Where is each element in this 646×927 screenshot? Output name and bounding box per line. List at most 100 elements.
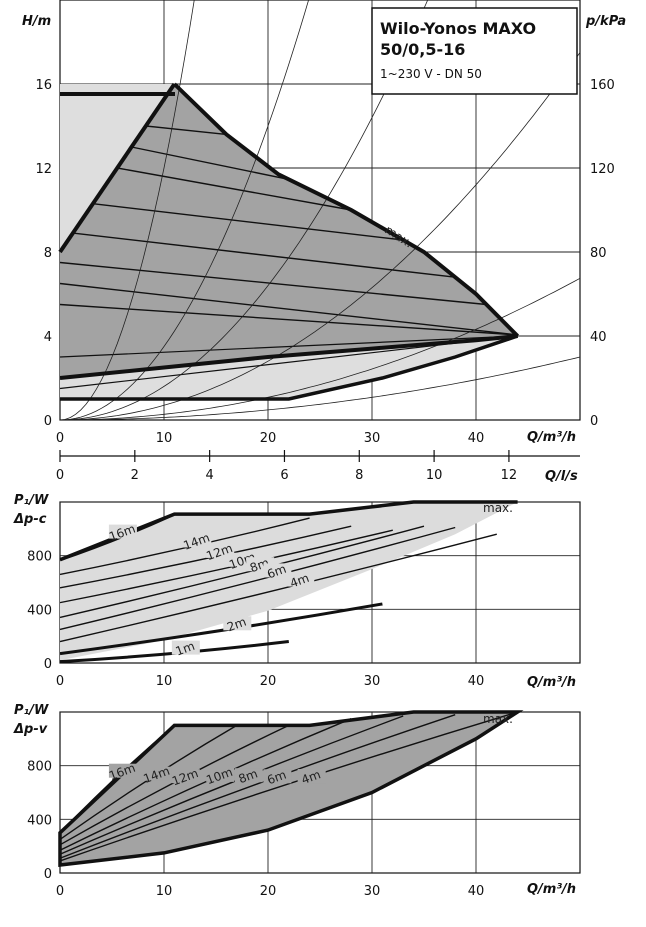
system-curve [59,0,195,421]
y-tick-label: 800 [27,550,52,565]
x-tick-label: 40 [468,884,485,899]
system-curve [60,52,581,421]
dpv-max-label: max. [483,712,513,726]
dpc-x-tick-labels: 0 10 20 30 40 [56,674,484,689]
y-tick-label: 0 [44,867,52,882]
curve-label-bg [286,572,315,587]
min-curve-line [59,334,518,380]
curve-label-2m: 2m [225,615,248,635]
y-tick-label: 400 [27,603,52,618]
x-tick-label: 40 [468,431,485,446]
y-axis-label: H/m [22,14,51,29]
y-tick-label: 4 [44,330,52,345]
x-tick-label: 30 [364,431,381,446]
bottom-limit-line [60,334,519,401]
x-tick-label: 30 [364,674,381,689]
chart-subtitle: 50/0,5-16 [380,40,465,59]
speed-line [59,261,487,306]
speed-line [145,125,227,136]
litres-tick-label: 12 [501,468,518,483]
litres-tick-label: 8 [355,468,363,483]
curve-label-bg [263,769,292,784]
power-line-8m [59,715,404,855]
system-curve [60,356,581,421]
curve-label-bg [206,767,235,782]
curve-label-bg [263,563,292,578]
x-tick-label: 40 [468,674,485,689]
head-flow-chart: max. Wilo-Yonos MAXO 50/0,5-16 1~230 V -… [22,0,626,446]
curve-label-bg [297,769,326,784]
flow-litres-axis: 0 2 4 6 8 10 12 Q/l/s [56,450,580,484]
y2-axis-label: p/kPa [585,14,626,29]
max-curve-line [173,82,520,338]
x-tick-label: 20 [260,674,277,689]
curve-label-8m: 8m [237,766,260,786]
dpv-power-lines [59,711,518,862]
dpc-mode-label: Δp-c [13,512,47,527]
dpv-envelope-outline [58,710,524,867]
chart-title: Wilo-Yonos MAXO [380,19,536,38]
power-line-12m [59,525,352,589]
litres-axis-ticks: 0 2 4 6 8 10 12 [56,450,517,483]
power-line-6m [59,526,456,631]
chart-spec: 1~230 V - DN 50 [380,67,482,81]
curve-label-bg [143,766,172,781]
speed-line [117,167,352,211]
curve-label-6m: 6m [265,768,288,788]
dpc-x-axis-label: Q/m³/h [527,675,576,690]
x-tick-label: 10 [156,674,173,689]
y2-tick-label: 40 [590,330,607,345]
speed-line [131,146,289,181]
curve-label-4m: 4m [288,571,311,591]
head-x-tick-labels: 0 10 20 30 40 [56,431,484,446]
y2-tick-label: 120 [590,162,615,177]
curve-label-bg [171,769,200,784]
curve-label-6m: 6m [265,562,288,582]
litres-axis-label: Q/l/s [545,469,578,484]
dpv-y-tick-labels: 0 400 800 [27,760,52,882]
head-y2-tick-labels: 0 40 80 120 160 [590,78,615,429]
litres-tick-label: 4 [205,468,213,483]
power-line-14m [59,517,310,576]
curve-label-bg [206,543,235,558]
head-y-tick-labels: 0 4 8 12 16 [35,78,52,429]
power-line-6m [59,714,456,859]
power-line-4m [59,533,497,643]
litres-tick-label: 2 [131,468,139,483]
x-tick-label: 0 [56,431,64,446]
y-tick-label: 8 [44,246,52,261]
y-tick-label: 12 [35,162,52,177]
title-box [371,7,578,95]
speed-line [72,232,456,278]
speed-line [59,282,518,336]
curve-label-1m: 1m [174,639,197,659]
y-tick-label: 16 [35,78,52,93]
dpc-max-label: max. [483,501,513,515]
speed-line [59,303,518,336]
speed-line [92,203,404,241]
x-tick-label: 0 [56,884,64,899]
dpc-y-axis-label: P₁/W [14,493,49,508]
power-line-10m [59,529,393,604]
system-curves [59,0,581,421]
x-tick-label: 0 [56,674,64,689]
x-tick-label: 30 [364,884,381,899]
x-tick-label: 10 [156,884,173,899]
curve-label-4m: 4m [300,767,323,787]
dpv-mode-label: Δp-v [13,722,48,737]
power-line-2m [59,602,383,656]
y2-tick-label: 80 [590,246,607,261]
dpv-x-tick-labels: 0 10 20 30 40 [56,884,484,899]
y2-tick-label: 0 [590,414,598,429]
curve-label-bg [223,616,252,631]
curve-label-bg [108,763,137,778]
dpv-y-axis-label: P₁/W [14,703,49,718]
left-limit-line [58,82,177,254]
y2-tick-label: 160 [590,78,615,93]
